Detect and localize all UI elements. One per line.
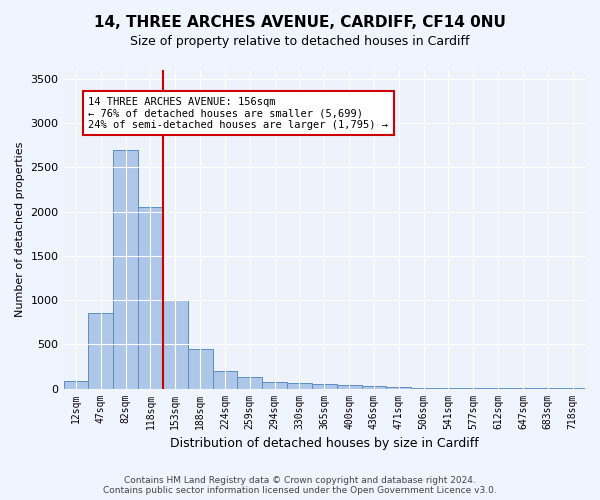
Bar	[262, 382, 287, 388]
Bar	[386, 387, 411, 388]
Bar	[238, 378, 262, 388]
Bar	[163, 300, 188, 388]
Text: 14 THREE ARCHES AVENUE: 156sqm
← 76% of detached houses are smaller (5,699)
24% : 14 THREE ARCHES AVENUE: 156sqm ← 76% of …	[88, 96, 388, 130]
Text: Contains HM Land Registry data © Crown copyright and database right 2024.
Contai: Contains HM Land Registry data © Crown c…	[103, 476, 497, 495]
Text: 14, THREE ARCHES AVENUE, CARDIFF, CF14 0NU: 14, THREE ARCHES AVENUE, CARDIFF, CF14 0…	[94, 15, 506, 30]
X-axis label: Distribution of detached houses by size in Cardiff: Distribution of detached houses by size …	[170, 437, 479, 450]
Bar	[212, 371, 238, 388]
Bar	[113, 150, 138, 388]
Bar	[312, 384, 337, 388]
Bar	[337, 385, 362, 388]
Bar	[88, 314, 113, 388]
Y-axis label: Number of detached properties: Number of detached properties	[15, 142, 25, 317]
Bar	[64, 382, 88, 388]
Bar	[287, 383, 312, 388]
Text: Size of property relative to detached houses in Cardiff: Size of property relative to detached ho…	[130, 35, 470, 48]
Bar	[138, 207, 163, 388]
Bar	[362, 386, 386, 388]
Bar	[188, 348, 212, 389]
